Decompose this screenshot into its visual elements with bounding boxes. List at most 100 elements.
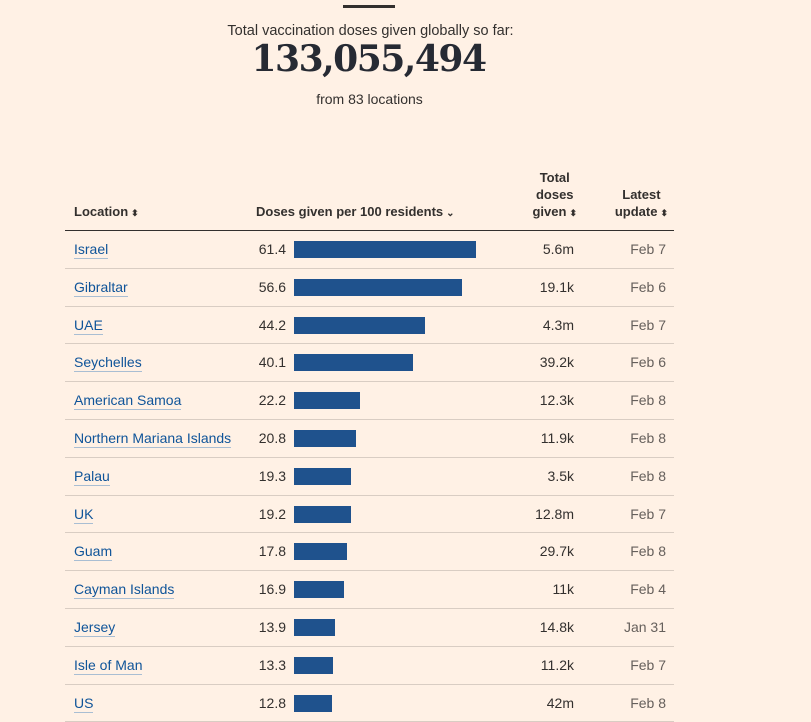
table-row: Northern Mariana Islands 20.8 11.9k Feb 8 — [65, 420, 674, 458]
total-doses-value: 4.3m — [542, 316, 574, 333]
doses-per-100-value: 61.4 — [258, 241, 286, 257]
doses-per-100-value: 13.9 — [258, 618, 286, 635]
total-doses-value: 14.8k — [539, 618, 574, 635]
bar — [294, 581, 345, 599]
latest-update-value: Feb 8 — [630, 543, 666, 560]
bar — [294, 656, 334, 674]
doses-per-100-value: 56.6 — [258, 278, 286, 295]
column-header-doses-per-100[interactable]: Doses given per 100 residents ⌄ — [256, 203, 455, 222]
total-doses-value: 11.2k — [540, 656, 574, 673]
bar-cell — [294, 307, 484, 344]
latest-update-value: Feb 8 — [630, 429, 666, 446]
column-header-latest-update[interactable]: Latest update ⬍ — [615, 186, 668, 222]
location-link[interactable]: Israel — [74, 241, 109, 259]
doses-per-100-header-label: Doses given per 100 residents — [256, 204, 444, 219]
total-header-line3: given — [532, 204, 567, 219]
latest-update-value: Jan 31 — [623, 618, 666, 635]
latest-update-value: Feb 4 — [630, 581, 666, 598]
bar — [294, 618, 336, 636]
latest-update-value: Feb 7 — [630, 241, 666, 257]
location-header-label: Location — [74, 204, 129, 219]
total-doses-value: 29.7k — [539, 543, 574, 560]
sort-updown-icon: ⬍ — [131, 208, 139, 218]
location-cell: Isle of Man — [74, 647, 143, 684]
bar — [294, 392, 360, 410]
location-link[interactable]: Palau — [74, 467, 110, 486]
bar — [294, 316, 426, 334]
location-link[interactable]: Guam — [74, 543, 113, 562]
latest-update-value: Feb 8 — [630, 392, 666, 409]
bar-cell — [294, 685, 484, 722]
location-link[interactable]: Isle of Man — [74, 656, 143, 675]
column-header-total-doses[interactable]: Total doses given ⬍ — [532, 169, 577, 222]
table-row: Palau 19.3 3.5k Feb 8 — [65, 458, 674, 496]
location-cell: American Samoa — [74, 382, 182, 419]
location-link[interactable]: Jersey — [74, 618, 116, 637]
doses-per-100-value: 16.9 — [258, 581, 286, 598]
bar — [294, 505, 351, 523]
total-doses-value: 11.9k — [540, 429, 574, 446]
table-row: Cayman Islands 16.9 11k Feb 4 — [65, 571, 674, 609]
bar-cell — [294, 609, 484, 646]
table-row: Jersey 13.9 14.8k Jan 31 — [65, 609, 674, 647]
location-link[interactable]: Northern Mariana Islands — [74, 429, 232, 448]
chevron-down-icon: ⌄ — [446, 208, 455, 219]
table-header: Location ⬍ Doses given per 100 residents ⌄… — [65, 163, 674, 231]
table-row: UAE 44.2 4.3m Feb 7 — [65, 307, 674, 345]
table-row: Guam 17.8 29.7k Feb 8 — [65, 533, 674, 572]
location-cell: Israel — [74, 231, 109, 268]
locations-count: from 83 locations — [316, 91, 423, 107]
bar-cell — [294, 420, 484, 457]
total-doses-value: 39.2k — [539, 354, 574, 371]
bar — [294, 694, 332, 712]
total-doses-number: 133,055,494 — [251, 38, 487, 80]
bar-cell — [294, 496, 484, 533]
latest-update-value: Feb 8 — [630, 467, 666, 484]
location-link[interactable]: Gibraltar — [74, 278, 128, 297]
bar — [294, 241, 476, 258]
location-link[interactable]: US — [74, 694, 94, 713]
bar — [294, 543, 347, 561]
sort-updown-icon: ⬍ — [569, 208, 577, 218]
table-row: Gibraltar 56.6 19.1k Feb 6 — [65, 269, 674, 307]
location-link[interactable]: UAE — [74, 316, 103, 335]
doses-per-100-value: 13.3 — [258, 656, 286, 673]
location-link[interactable]: UK — [74, 505, 94, 524]
table-body: Israel 61.4 5.6m Feb 7 Gibraltar 56.6 19.1k Feb… — [65, 231, 674, 722]
table-row: American Samoa 22.2 12.3k Feb 8 — [65, 382, 674, 420]
location-cell: US — [74, 685, 94, 722]
doses-per-100-value: 19.2 — [258, 505, 286, 522]
latest-update-value: Feb 7 — [630, 505, 666, 522]
total-header-line2: doses — [535, 187, 574, 202]
total-doses-value: 42m — [546, 694, 574, 711]
location-link[interactable]: Cayman Islands — [74, 581, 175, 600]
bar-cell — [294, 647, 484, 684]
top-rule — [343, 5, 395, 8]
location-cell: Guam — [74, 533, 113, 570]
vaccination-table: Location ⬍ Doses given per 100 residents ⌄… — [65, 163, 674, 722]
total-doses-value: 11k — [552, 581, 574, 598]
location-cell: Seychelles — [74, 344, 142, 381]
doses-per-100-value: 19.3 — [258, 467, 286, 484]
bar — [294, 429, 356, 447]
bar — [294, 278, 462, 296]
doses-per-100-value: 12.8 — [258, 694, 286, 711]
table-row: US 12.8 42m Feb 8 — [65, 685, 674, 722]
bar-cell — [294, 231, 484, 268]
latest-header-line1: Latest — [622, 187, 661, 202]
total-doses-value: 19.1k — [539, 278, 574, 295]
location-cell: Gibraltar — [74, 269, 128, 306]
latest-update-value: Feb 8 — [630, 694, 666, 711]
bar-cell — [294, 571, 484, 608]
location-cell: Northern Mariana Islands — [74, 420, 232, 457]
latest-update-value: Feb 6 — [630, 354, 666, 371]
doses-per-100-value: 22.2 — [258, 392, 286, 409]
bar — [294, 467, 352, 485]
table-row: Isle of Man 13.3 11.2k Feb 7 — [65, 647, 674, 685]
location-link[interactable]: Seychelles — [74, 354, 142, 373]
location-cell: UAE — [74, 307, 103, 344]
doses-per-100-value: 17.8 — [258, 543, 286, 560]
column-header-location[interactable]: Location ⬍ — [74, 203, 139, 222]
bar-cell — [294, 269, 484, 306]
location-link[interactable]: American Samoa — [74, 392, 182, 411]
